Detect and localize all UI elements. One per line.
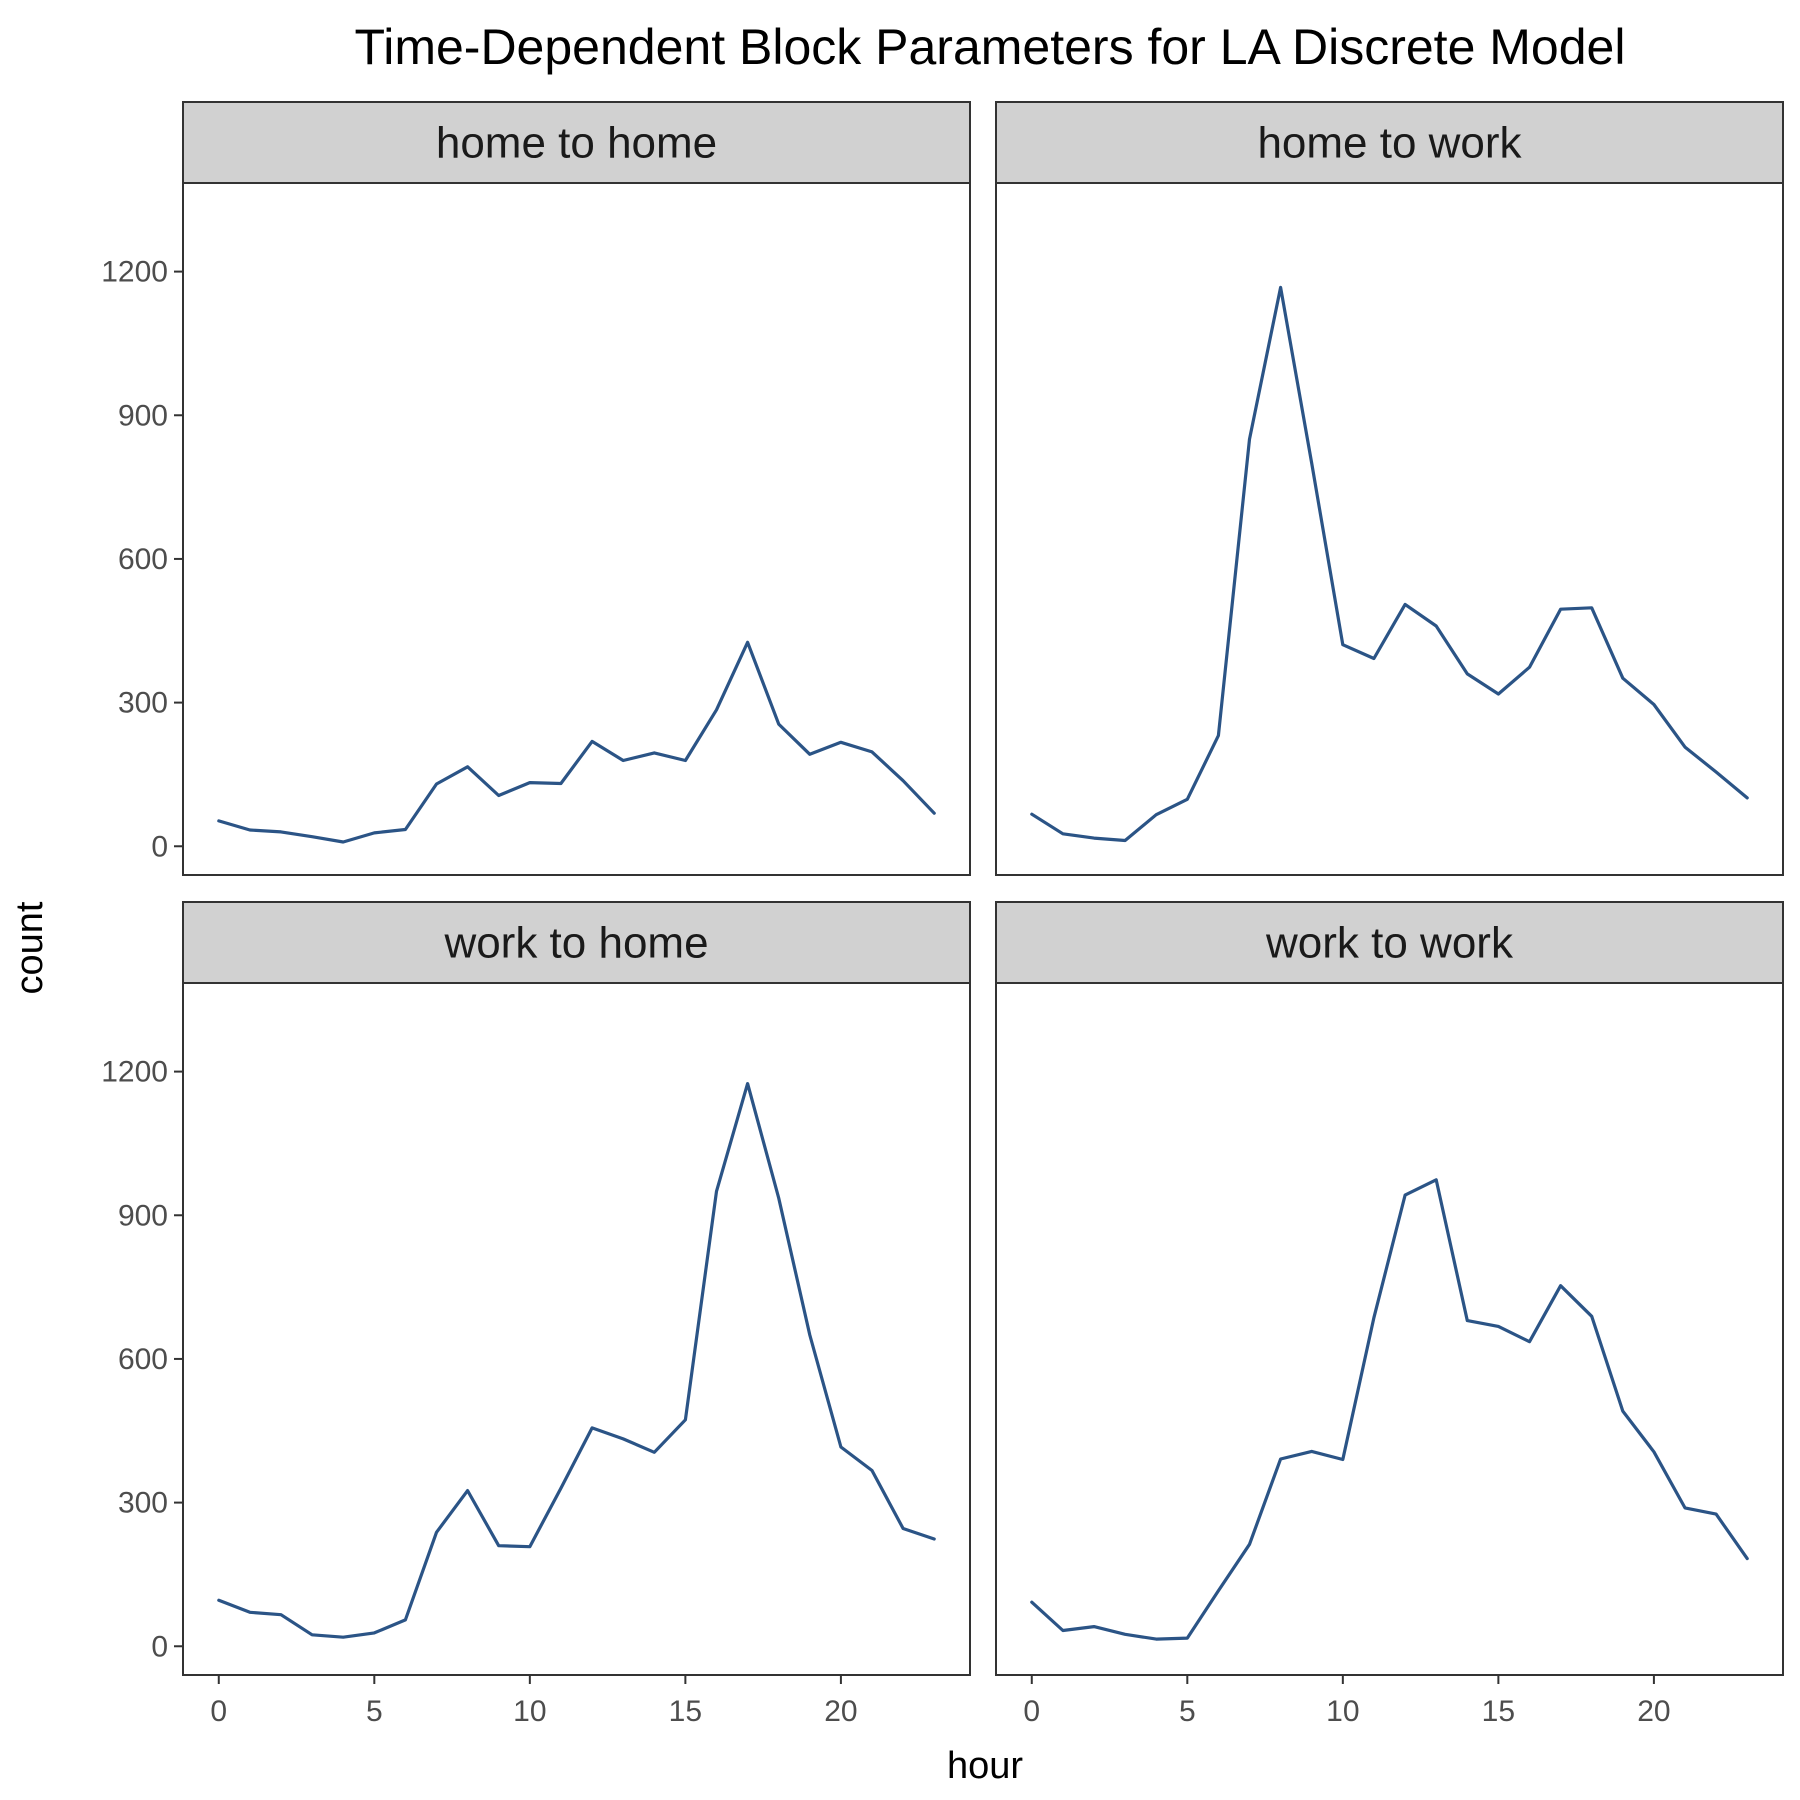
y-axis-title: count [9, 901, 51, 994]
y-tick-label: 900 [118, 399, 168, 432]
panel-border [182, 982, 971, 1676]
series-line-work-to-work [1030, 1178, 1749, 1641]
strip-header [182, 901, 971, 984]
y-tick-label: 600 [118, 543, 168, 576]
series-line-home-to-work [1030, 285, 1749, 843]
y-tick-label: 1200 [101, 1056, 168, 1089]
panel-work-to-home: work to home 0 300 600 900 1200 0 5 10 15 20 [101, 901, 971, 1728]
chart-title: Time-Dependent Block Parameters for LA D… [355, 19, 1626, 75]
series-line-work-to-home [217, 1081, 936, 1639]
panel-home-to-work: home to work [995, 101, 1784, 876]
y-tick-label: 300 [118, 687, 168, 720]
strip-label: work to home [443, 919, 708, 968]
y-tick-label: 0 [151, 830, 168, 863]
panel-border [995, 982, 1784, 1676]
y-tick-label: 1200 [101, 256, 168, 289]
y-tick-label: 0 [151, 1630, 168, 1663]
y-tick-label: 600 [118, 1343, 168, 1376]
strip-label: home to home [436, 119, 717, 168]
strip-header [995, 901, 1784, 984]
strip-label: work to work [1265, 919, 1514, 968]
x-tick-label: 15 [1482, 1695, 1515, 1728]
panel-border [995, 182, 1784, 876]
x-tick-label: 0 [210, 1695, 227, 1728]
strip-header [182, 101, 971, 184]
x-axis-title: hour [947, 1745, 1023, 1787]
series-line-home-to-home [217, 640, 936, 844]
panels-layer: home to home 0 300 600 900 1200 home to work wo… [101, 101, 1784, 1728]
x-tick-label: 5 [366, 1695, 383, 1728]
panel-work-to-work: work to work 0 5 10 15 20 [995, 901, 1784, 1728]
x-tick-label: 20 [824, 1695, 857, 1728]
panel-border [182, 182, 971, 876]
x-tick-label: 0 [1023, 1695, 1040, 1728]
strip-label: home to work [1257, 119, 1522, 168]
x-tick-label: 10 [513, 1695, 546, 1728]
x-tick-label: 20 [1637, 1695, 1670, 1728]
y-tick-label: 300 [118, 1487, 168, 1520]
x-tick-label: 15 [669, 1695, 702, 1728]
x-tick-label: 10 [1326, 1695, 1359, 1728]
panel-home-to-home: home to home 0 300 600 900 1200 [101, 101, 971, 876]
x-tick-label: 5 [1179, 1695, 1196, 1728]
y-tick-label: 900 [118, 1199, 168, 1232]
